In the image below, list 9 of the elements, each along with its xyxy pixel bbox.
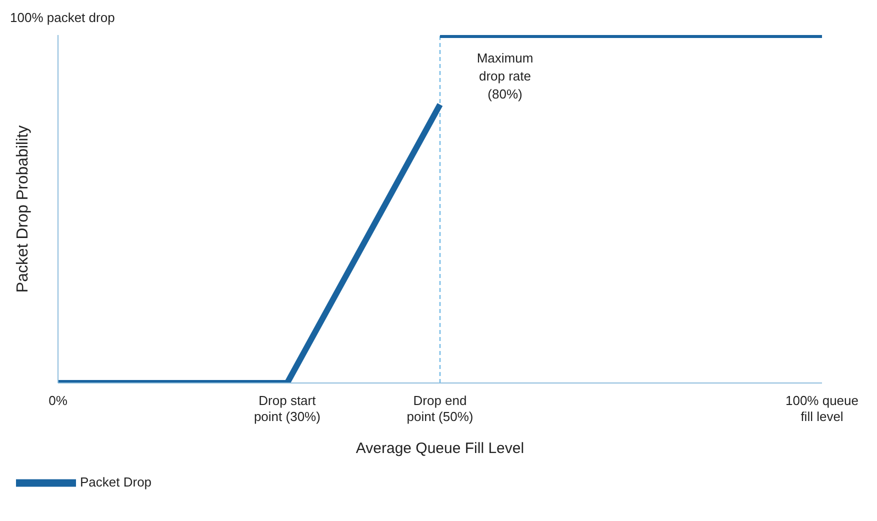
x-axis-title: Average Queue Fill Level — [356, 440, 524, 457]
annotation: Maximum drop rate (80%) — [476, 50, 534, 102]
y-axis-title: Packet Drop Probability — [14, 125, 32, 293]
legend-label: Packet Drop — [80, 474, 152, 490]
x-tick-label: 0% — [48, 393, 68, 408]
x-tick-label: 100% queue fill level — [785, 393, 859, 424]
x-tick-label: Drop end point (50%) — [406, 393, 474, 424]
text: 100% packet drop — [10, 10, 115, 25]
x-tick-label: Drop start point (30%) — [254, 393, 320, 424]
